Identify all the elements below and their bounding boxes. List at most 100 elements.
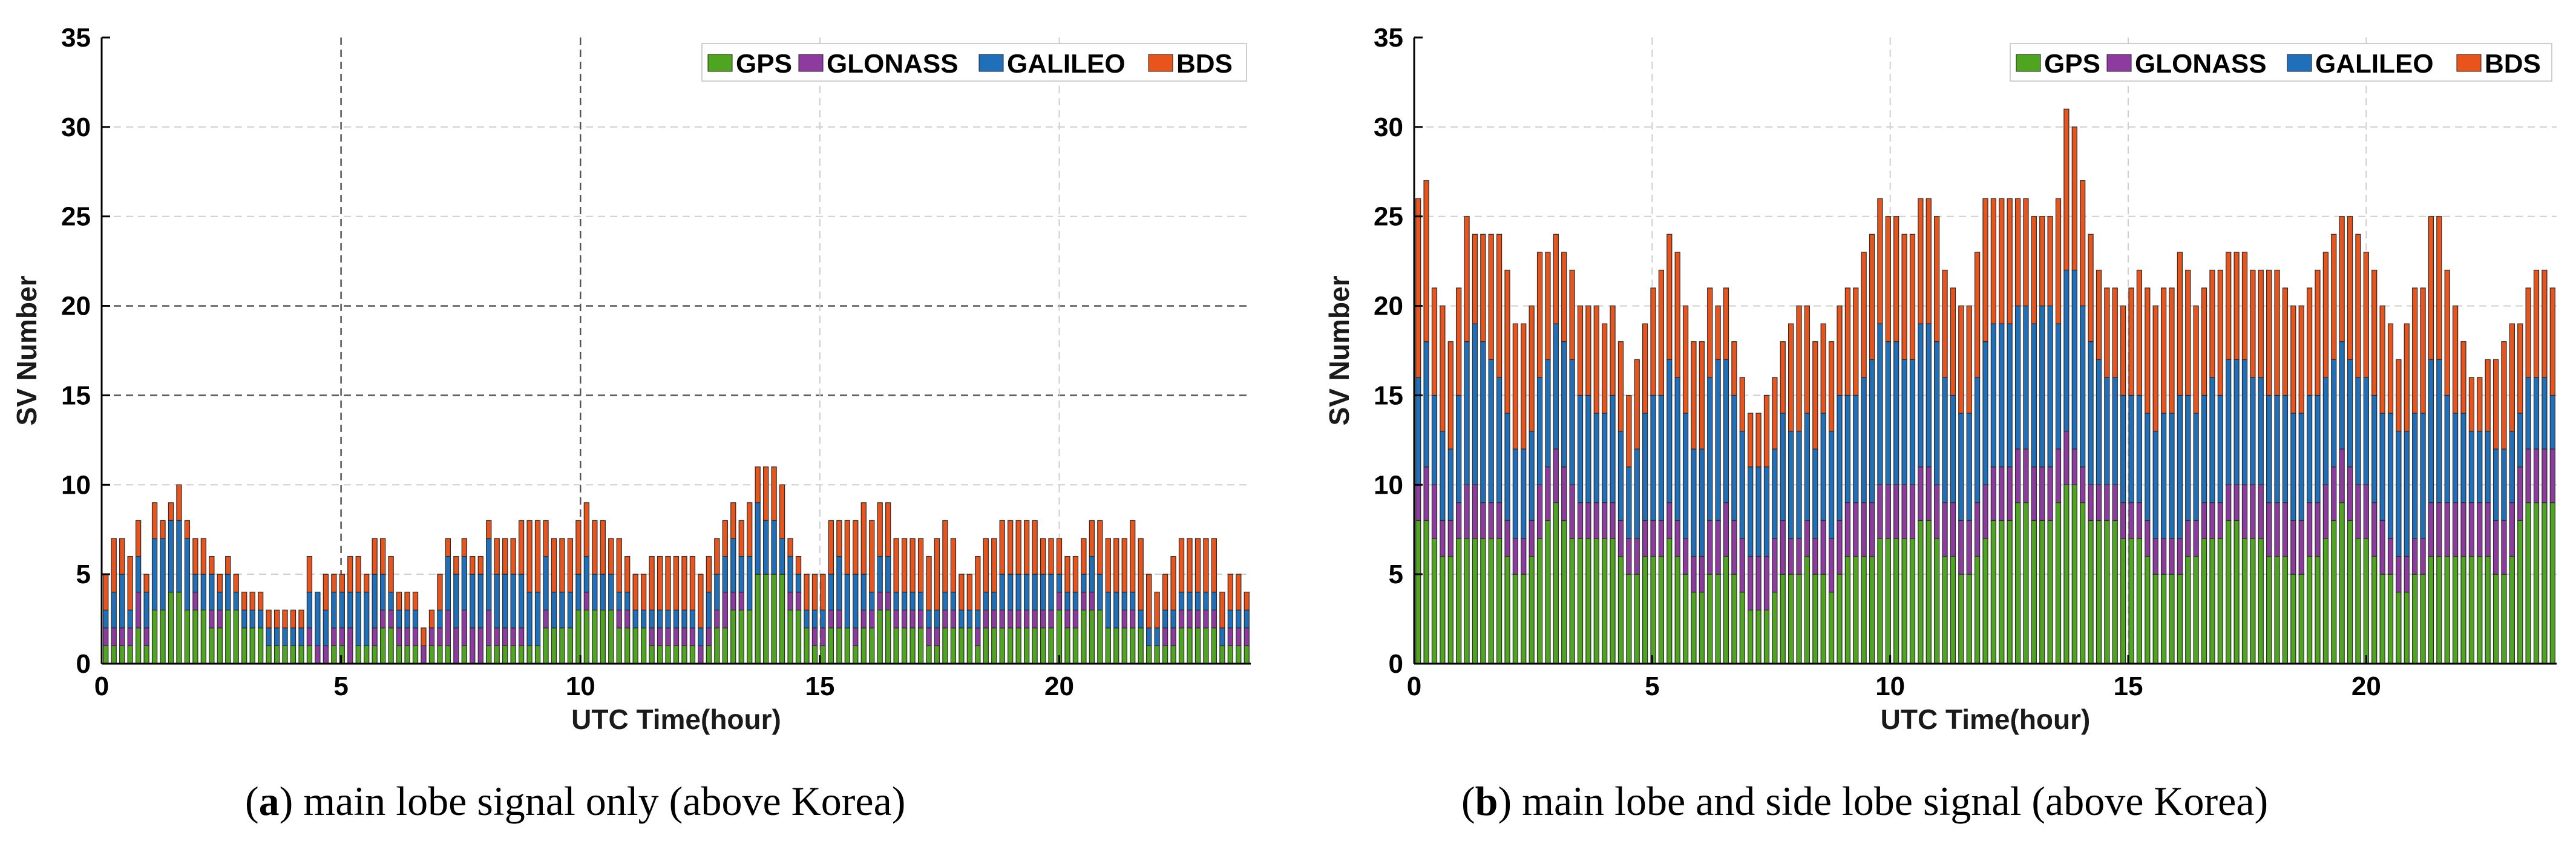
panel-b-bar-galileo xyxy=(1593,413,1599,503)
panel-b-legend-swatch-bds xyxy=(2456,54,2482,72)
panel-b-bar-galileo xyxy=(1748,466,1754,557)
panel-b-bar-gps xyxy=(2193,555,2199,664)
panel-b-bar-gps xyxy=(2347,520,2353,664)
panel-a-bar-bds xyxy=(804,574,810,610)
panel-b-bar-gps xyxy=(2509,555,2515,664)
panel-b-bar-bds xyxy=(1512,323,1518,450)
panel-b-bar-galileo xyxy=(1667,359,1673,503)
panel-b-bar-gps xyxy=(2177,574,2183,664)
panel-b-bar-gps xyxy=(2460,555,2466,664)
panel-b-bar-bds xyxy=(2241,252,2248,360)
panel-b-bar-gps xyxy=(2201,538,2207,664)
panel-b-bar-galileo xyxy=(1529,430,1535,522)
panel-b-bar-glonass xyxy=(1617,520,1624,557)
panel-b-bar-gps xyxy=(2436,555,2442,664)
panel-b-bar-bds xyxy=(1853,287,1859,396)
panel-b-bar-bds xyxy=(2201,287,2207,396)
panel-b-bar-glonass xyxy=(2549,448,2555,503)
panel-a-legend-label-bds: BDS xyxy=(1176,49,1233,79)
panel-b-bar-glonass xyxy=(1731,520,1737,575)
panel-b-bar-glonass xyxy=(2193,520,2199,557)
panel-b-bar-bds xyxy=(2031,216,2037,324)
panel-b-bar-bds xyxy=(2436,216,2442,360)
panel-b-bar-bds xyxy=(1958,305,1964,414)
panel-b-bar-glonass xyxy=(1626,538,1632,575)
panel-b-bar-galileo xyxy=(2145,413,2151,522)
panel-b-bar-glonass xyxy=(2436,502,2442,557)
panel-b-bar-gps xyxy=(1512,574,1518,664)
panel-b-bar-gps xyxy=(2145,555,2151,664)
panel-b-bar-glonass xyxy=(2007,466,2013,522)
panel-a-bar-bds xyxy=(600,520,606,575)
panel-a-bar-bds xyxy=(942,520,948,593)
panel-b-bar-bds xyxy=(1796,305,1802,432)
panel-a-bar-bds xyxy=(143,574,149,593)
panel-b-legend-label-glonass: GLONASS xyxy=(2135,49,2267,79)
panel-b-x-tick-label: 10 xyxy=(1875,672,1905,701)
panel-b-bar-glonass xyxy=(1707,520,1713,575)
panel-a-bar-bds xyxy=(1138,538,1144,610)
panel-b-bar-galileo xyxy=(1869,359,1875,503)
panel-b-bar-galileo xyxy=(1844,394,1850,503)
panel-b-bar-bds xyxy=(2250,269,2256,378)
panel-b-bar-gps xyxy=(2542,502,2548,664)
panel-b-bar-gps xyxy=(1966,574,1972,664)
panel-b-bar-gps xyxy=(2274,555,2280,664)
panel-b-bar-glonass xyxy=(1634,538,1640,575)
panel-b-legend-swatch-gps xyxy=(2016,54,2041,72)
panel-b-bar-gps xyxy=(1472,538,1478,664)
panel-a-bar-bds xyxy=(1187,538,1193,593)
panel-b-bar-glonass xyxy=(2039,466,2045,522)
panel-b-bar-glonass xyxy=(1999,466,2005,522)
panel-b-bar-glonass xyxy=(1974,502,1981,557)
panel-b-bar-bds xyxy=(2371,269,2378,396)
panel-b-bar-glonass xyxy=(1650,520,1656,557)
panel-b-bar-galileo xyxy=(1699,448,1705,557)
panel-a-bar-bds xyxy=(257,592,264,610)
panel-b-bar-glonass xyxy=(1844,502,1850,557)
panel-b-bar-bds xyxy=(1950,287,1956,396)
panel-b-bar-gps xyxy=(2120,538,2126,664)
panel-b-bar-gps xyxy=(1650,555,1656,664)
panel-b-bar-galileo xyxy=(2404,430,2410,557)
panel-a-bar-bds xyxy=(127,555,133,610)
panel-b-bar-galileo xyxy=(2533,377,2540,450)
panel-b-legend-swatch-galileo xyxy=(2287,54,2312,72)
panel-b-bar-galileo xyxy=(2234,359,2240,485)
panel-b-bar-glonass xyxy=(2063,430,2070,485)
panel-b-legend-swatch-glonass xyxy=(2106,54,2132,72)
panel-b-bar-bds xyxy=(2549,287,2555,396)
panel-b-bar-gps xyxy=(1674,555,1680,664)
panel-a-legend-swatch-bds xyxy=(1148,54,1173,72)
panel-a-bar-bds xyxy=(673,555,680,610)
panel-b-bar-gps xyxy=(2549,502,2555,664)
panel-b-bar-galileo xyxy=(2477,430,2483,503)
panel-b-bar-bds xyxy=(2047,216,2053,307)
panel-b-bar-galileo xyxy=(2412,413,2418,539)
panel-b-bar-galileo xyxy=(2355,377,2361,485)
panel-b-bar-galileo xyxy=(1739,430,1745,539)
panel-b-bar-gps xyxy=(2014,502,2021,664)
panel-b-bar-galileo xyxy=(2250,377,2256,485)
panel-b-bar-galileo xyxy=(1602,413,1608,503)
panel-b-bar-glonass xyxy=(1966,520,1972,575)
panel-b-bar-galileo xyxy=(1820,413,1826,522)
panel-b-bar-glonass xyxy=(1869,502,1875,557)
panel-b-bar-glonass xyxy=(1820,520,1826,575)
panel-b-bar-galileo xyxy=(1723,359,1729,503)
panel-b-bar-galileo xyxy=(1958,413,1964,522)
panel-b-bar-galileo xyxy=(1545,359,1551,468)
panel-b-bar-glonass xyxy=(2533,448,2540,503)
panel-b-bar-bds xyxy=(2145,287,2151,414)
panel-b-bar-gps xyxy=(1480,538,1486,664)
panel-b-bar-bds xyxy=(1480,234,1486,342)
panel-b-bar-gps xyxy=(1885,538,1891,664)
panel-b-bar-gps xyxy=(1877,538,1883,664)
panel-b-bar-bds xyxy=(2404,323,2410,432)
panel-b-bar-galileo xyxy=(2379,413,2385,522)
panel-b-bar-glonass xyxy=(1828,538,1835,593)
panel-a-bar-bds xyxy=(543,520,549,557)
panel-b-bar-galileo xyxy=(1966,413,1972,522)
panel-a-bar-bds xyxy=(1195,538,1201,593)
panel-b-bar-bds xyxy=(1626,394,1632,468)
